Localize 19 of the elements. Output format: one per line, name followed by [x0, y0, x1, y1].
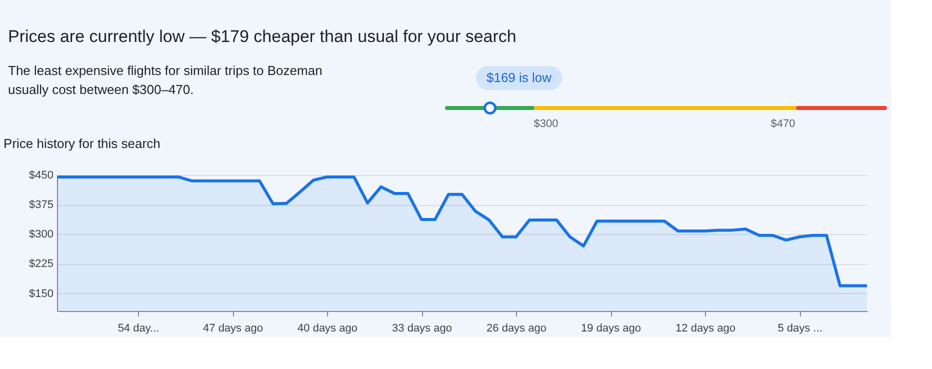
x-tick-label: 19 days ago — [581, 322, 641, 334]
text: $470 — [770, 118, 796, 130]
text: $169 is low — [486, 70, 552, 85]
x-tick-label: 26 days ago — [486, 322, 546, 334]
y-tick-label: $225 — [29, 258, 54, 270]
y-tick-label: $150 — [29, 288, 54, 300]
text: The least expensive flights for similar trips to Bozeman usually cost between $300–470. — [8, 63, 322, 97]
text: Prices are currently low — $179 cheaper than usual for your search — [8, 27, 516, 46]
text: $300 — [534, 118, 558, 130]
y-tick-label: $450 — [29, 170, 54, 182]
x-tick-label: 47 days ago — [203, 322, 263, 334]
y-tick-label: $300 — [29, 228, 54, 241]
x-tick-label: 33 days ago — [392, 322, 452, 334]
x-tick-label: 5 days ... — [778, 322, 822, 334]
x-tick-label: 12 days ago — [676, 322, 736, 334]
chart-title: Price history for this search — [4, 136, 160, 151]
x-tick-label: 54 day... — [118, 322, 160, 334]
x-tick-label: 40 days ago — [298, 322, 358, 334]
y-tick-label: $375 — [29, 199, 54, 212]
